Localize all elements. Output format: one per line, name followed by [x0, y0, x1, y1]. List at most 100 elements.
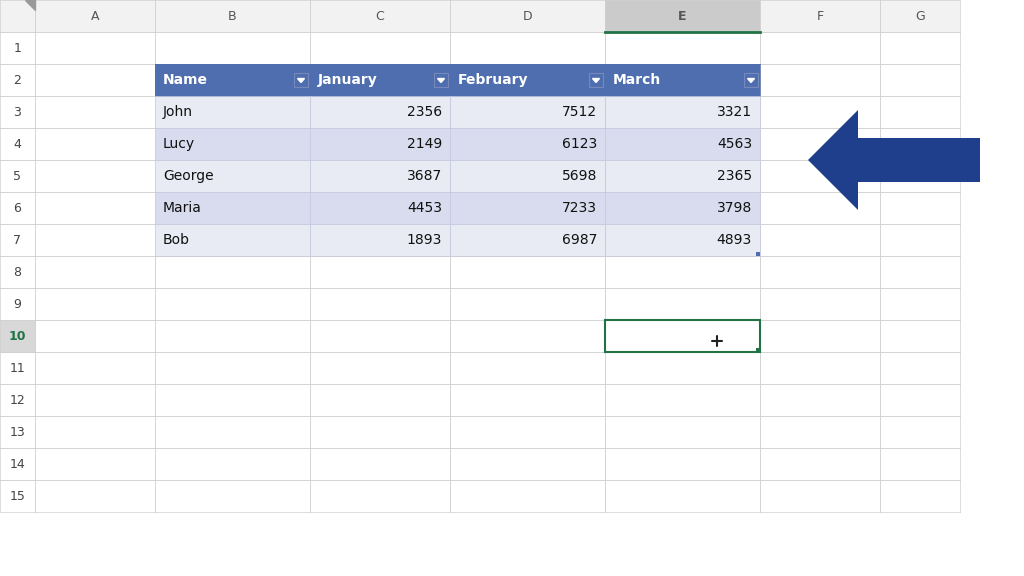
- Bar: [0, 128, 35, 160]
- Bar: [605, 352, 760, 384]
- Bar: [35, 384, 155, 416]
- Bar: [0, 416, 35, 448]
- Bar: [605, 448, 760, 480]
- Bar: [310, 0, 450, 32]
- Bar: [310, 256, 450, 288]
- Bar: [310, 64, 450, 96]
- Bar: [605, 160, 760, 192]
- Text: 4453: 4453: [407, 201, 442, 215]
- Bar: [310, 288, 450, 320]
- Bar: [450, 288, 605, 320]
- Bar: [880, 64, 961, 96]
- Bar: [760, 288, 880, 320]
- Bar: [880, 224, 961, 256]
- Bar: [605, 192, 760, 224]
- Bar: [155, 448, 310, 480]
- Bar: [155, 416, 310, 448]
- Bar: [450, 320, 605, 352]
- Bar: [155, 64, 310, 96]
- Bar: [589, 73, 603, 87]
- Bar: [310, 448, 450, 480]
- Bar: [310, 352, 450, 384]
- Text: 3798: 3798: [717, 201, 752, 215]
- Bar: [880, 448, 961, 480]
- Bar: [35, 64, 155, 96]
- Bar: [155, 32, 310, 64]
- Bar: [155, 224, 310, 256]
- Bar: [155, 192, 310, 224]
- Bar: [605, 320, 760, 352]
- Bar: [155, 96, 310, 128]
- Bar: [35, 416, 155, 448]
- Bar: [310, 96, 450, 128]
- Polygon shape: [437, 78, 444, 82]
- Bar: [605, 288, 760, 320]
- Bar: [35, 480, 155, 512]
- Bar: [0, 160, 35, 192]
- Text: George: George: [163, 169, 214, 183]
- Bar: [450, 128, 605, 160]
- Bar: [605, 128, 760, 160]
- Polygon shape: [593, 78, 599, 82]
- Bar: [450, 224, 605, 256]
- Bar: [880, 288, 961, 320]
- Text: March: March: [613, 73, 662, 87]
- Bar: [155, 352, 310, 384]
- Bar: [155, 384, 310, 416]
- Bar: [35, 320, 155, 352]
- Bar: [35, 288, 155, 320]
- Bar: [760, 384, 880, 416]
- Bar: [35, 192, 155, 224]
- Bar: [35, 352, 155, 384]
- Bar: [760, 480, 880, 512]
- Bar: [880, 160, 961, 192]
- Text: 11: 11: [9, 362, 26, 374]
- Bar: [605, 96, 760, 128]
- Text: 13: 13: [9, 426, 26, 438]
- Text: 1: 1: [13, 41, 22, 55]
- Text: 1893: 1893: [407, 233, 442, 247]
- Text: February: February: [458, 73, 528, 87]
- Bar: [605, 256, 760, 288]
- Bar: [310, 224, 450, 256]
- Bar: [760, 448, 880, 480]
- Bar: [450, 352, 605, 384]
- Text: 3: 3: [13, 105, 22, 119]
- Bar: [605, 192, 760, 224]
- Text: D: D: [522, 9, 532, 22]
- Bar: [605, 416, 760, 448]
- Text: 15: 15: [9, 490, 26, 502]
- Bar: [880, 320, 961, 352]
- Text: 7: 7: [13, 233, 22, 247]
- Bar: [880, 0, 961, 32]
- Bar: [35, 448, 155, 480]
- Bar: [0, 192, 35, 224]
- Bar: [450, 448, 605, 480]
- Bar: [0, 384, 35, 416]
- Bar: [450, 416, 605, 448]
- Bar: [310, 160, 450, 192]
- Bar: [434, 73, 449, 87]
- Bar: [880, 352, 961, 384]
- Bar: [310, 480, 450, 512]
- Bar: [605, 160, 760, 192]
- Bar: [310, 160, 450, 192]
- Bar: [310, 64, 450, 96]
- Bar: [760, 352, 880, 384]
- Bar: [605, 0, 760, 32]
- Bar: [760, 32, 880, 64]
- Text: G: G: [915, 9, 925, 22]
- Bar: [880, 384, 961, 416]
- Text: 6123: 6123: [562, 137, 597, 151]
- Bar: [155, 0, 310, 32]
- Bar: [880, 416, 961, 448]
- Bar: [0, 256, 35, 288]
- Text: 5698: 5698: [561, 169, 597, 183]
- Bar: [310, 128, 450, 160]
- Bar: [880, 128, 961, 160]
- Bar: [450, 160, 605, 192]
- Bar: [880, 192, 961, 224]
- Bar: [310, 128, 450, 160]
- Bar: [760, 416, 880, 448]
- Polygon shape: [298, 78, 304, 82]
